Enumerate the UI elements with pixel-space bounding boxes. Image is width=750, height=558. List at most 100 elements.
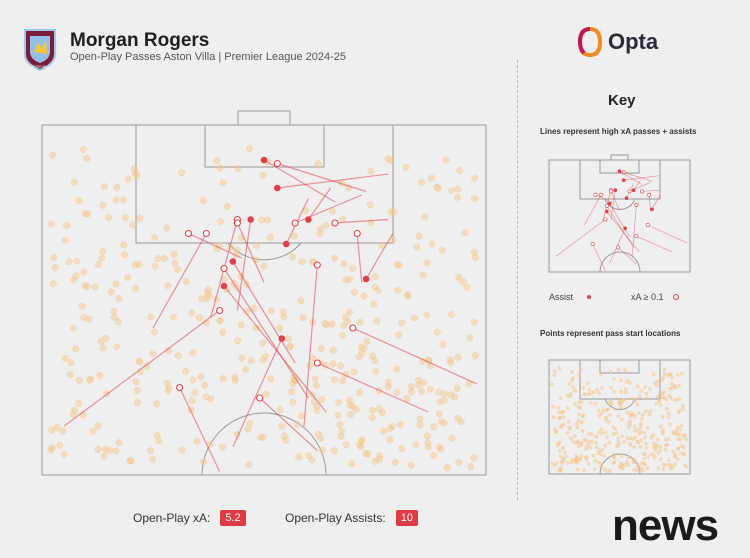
pass-line-17: [365, 233, 394, 280]
pass-start-point: [643, 385, 648, 389]
pass-start-point: [608, 469, 612, 473]
pass-start-point: [165, 384, 173, 392]
pass-start-point: [164, 387, 172, 395]
pass-line-2: [619, 170, 643, 185]
pass-start-point: [557, 416, 562, 421]
pass-start-point: [199, 197, 207, 205]
pass-start-point: [245, 461, 253, 469]
pass-start-point: [69, 324, 77, 332]
pass-start-point: [244, 425, 252, 433]
pass-start-point: [573, 402, 577, 406]
pass-start-point: [467, 463, 475, 471]
pass-start-point: [665, 442, 670, 447]
pitch-markings: [41, 110, 487, 476]
pass-start-point: [72, 345, 80, 353]
pass-start-point: [466, 334, 474, 342]
pass-start-point: [626, 425, 631, 429]
pass-start-point: [278, 422, 286, 430]
pass-start-point: [586, 462, 591, 466]
pass-start-point: [258, 216, 266, 224]
pass-start-point: [143, 362, 151, 370]
pass-line-17: [651, 194, 661, 210]
pass-start-point: [658, 444, 663, 449]
pass-start-point: [566, 419, 571, 424]
pass-start-point: [424, 443, 432, 451]
pass-start-point: [147, 447, 155, 455]
pass-start-point: [101, 445, 109, 453]
pass-start-point: [331, 254, 339, 262]
pass-start-point: [448, 434, 456, 442]
pass-start-point: [371, 457, 379, 465]
pass-start-point: [575, 467, 580, 472]
pass-start-point: [605, 469, 610, 474]
pass-start-point: [552, 369, 557, 374]
assist-marker-12: [607, 201, 612, 206]
pass-start-point: [122, 214, 129, 222]
pass-start-point: [559, 459, 564, 464]
pass-start-point: [595, 388, 599, 392]
pass-start-point: [628, 422, 633, 427]
pass-start-point: [558, 469, 562, 474]
pass-start-point: [456, 167, 464, 174]
pass-start-point: [675, 373, 680, 377]
pass-start-point: [360, 344, 368, 352]
pass-line-10: [294, 194, 362, 224]
pass-start-point: [645, 396, 649, 401]
pass-start-point: [654, 445, 659, 450]
pass-start-point: [418, 387, 426, 395]
pass-start-point: [597, 430, 601, 435]
pass-start-point: [386, 424, 394, 432]
pass-start-point: [562, 450, 567, 455]
pass-start-point: [136, 214, 144, 222]
pass-start-point: [597, 414, 601, 418]
pass-start-point: [662, 367, 667, 372]
pass-start-point: [133, 399, 141, 407]
pass-start-point: [658, 424, 663, 429]
pass-start-point: [666, 458, 671, 462]
pass-start-point: [681, 407, 685, 412]
pass-start-point: [633, 429, 637, 433]
pass-start-point: [661, 462, 665, 467]
pass-start-point: [681, 433, 686, 438]
pass-start-point: [677, 432, 682, 437]
stat-assists-label: Open-Play Assists:: [285, 511, 386, 525]
pass-start-point: [582, 391, 587, 396]
pass-start-point: [352, 405, 360, 413]
pass-start-point: [169, 313, 177, 321]
pass-start-point: [678, 437, 683, 442]
pass-start-point: [597, 391, 602, 395]
pass-start-point: [384, 155, 392, 162]
pass-line-18: [63, 310, 220, 427]
divider: [517, 60, 518, 500]
pass-start-point: [75, 197, 83, 204]
pass-start-point: [586, 432, 591, 436]
pass-start-point: [435, 388, 443, 396]
pass-start-point: [471, 174, 479, 182]
pass-start-point: [586, 442, 591, 447]
pass-start-point: [668, 386, 672, 391]
pass-start-point: [193, 437, 201, 445]
pass-start-point: [577, 373, 581, 378]
xa-marker-11: [609, 189, 613, 194]
key2-markings: [548, 359, 691, 475]
pass-start-point: [626, 463, 631, 467]
pass-start-point: [609, 399, 613, 404]
pass-start-point: [592, 467, 597, 471]
pass-start-point: [298, 258, 306, 266]
pass-start-point: [368, 414, 376, 422]
pass-start-point: [322, 221, 330, 229]
stat-assists: Open-Play Assists: 10: [285, 510, 418, 526]
pass-line-16: [648, 194, 651, 211]
pass-line-22: [617, 247, 637, 265]
pass-start-point: [151, 262, 159, 270]
pass-start-point: [597, 448, 601, 452]
key-pass-points: [550, 366, 689, 474]
pass-start-point: [416, 415, 424, 423]
pass-start-point: [594, 441, 598, 445]
pass-start-point: [360, 292, 368, 300]
pass-start-point: [259, 433, 267, 441]
key1-markings: [548, 154, 691, 273]
pass-start-point: [367, 167, 375, 175]
pass-start-point: [69, 410, 77, 418]
news-watermark: news: [612, 501, 719, 550]
